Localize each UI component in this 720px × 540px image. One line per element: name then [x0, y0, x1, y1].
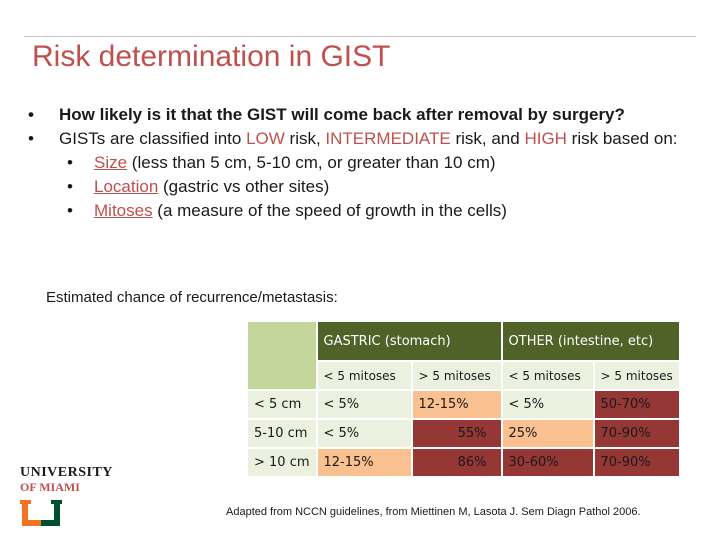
slide-title: Risk determination in GIST: [32, 40, 391, 73]
university-logo: UNIVERSITY OF MIAMI: [20, 465, 113, 531]
risk-low-label: LOW: [246, 129, 285, 148]
location-description: (gastric vs other sites): [158, 177, 330, 196]
logo-line-university: UNIVERSITY: [20, 465, 113, 480]
mitoses-link[interactable]: Mitoses: [94, 201, 153, 220]
bullet-list: • How likely is it that the GIST will com…: [28, 103, 688, 223]
risk-high-label: HIGH: [524, 129, 567, 148]
classification-text-1: GISTs are classified into: [59, 129, 247, 148]
table-header-row: GASTRIC (stomach) OTHER (intestine, etc): [246, 320, 681, 391]
size-link[interactable]: Size: [94, 153, 128, 172]
table-row: > 10 cm 12-15% 86% 30-60% 70-90%: [246, 447, 681, 478]
subheader-gastric-low-mitoses: < 5 mitoses: [315, 360, 413, 391]
table-cell: 70-90%: [592, 418, 681, 449]
classification-text-3: risk, and: [450, 129, 525, 148]
source-citation: Adapted from NCCN guidelines, from Miett…: [226, 506, 641, 518]
table-cell: 86%: [410, 447, 503, 478]
bullet-dot: •: [67, 201, 73, 220]
table-cell: 55%: [410, 418, 503, 449]
sub-bullet-size: • Size (less than 5 cm, 5-10 cm, or great…: [28, 151, 688, 175]
risk-intermediate-label: INTERMEDIATE: [325, 129, 451, 148]
table-cell: 70-90%: [592, 447, 681, 478]
bullet-classification: • GISTs are classified into LOW risk, INT…: [28, 127, 688, 151]
table-row: 5-10 cm < 5% 55% 25% 70-90%: [246, 418, 681, 449]
table-subheader-row: < 5 mitoses > 5 mitoses < 5 mitoses > 5 …: [247, 360, 681, 391]
bullet-dot: •: [67, 153, 73, 172]
table-cell: < 5%: [315, 389, 413, 420]
size-description: (less than 5 cm, 5-10 cm, or greater tha…: [127, 153, 496, 172]
bullet-dot: •: [28, 105, 34, 124]
u-logo-icon: [20, 500, 62, 526]
mitoses-description: (a measure of the speed of growth in the…: [152, 201, 507, 220]
table-cell: 50-70%: [592, 389, 681, 420]
table-cell: < 5%: [315, 418, 413, 449]
classification-text-2: risk,: [284, 129, 326, 148]
table-cell: 30-60%: [500, 447, 595, 478]
bullet-dot: •: [28, 129, 34, 148]
table-caption: Estimated chance of recurrence/metastasi…: [46, 289, 338, 306]
other-header: OTHER (intestine, etc): [500, 320, 681, 362]
table-cell: < 5%: [500, 389, 595, 420]
table-row: < 5 cm < 5% 12-15% < 5% 50-70%: [246, 389, 681, 420]
bullet-question-text: How likely is it that the GIST will come…: [59, 105, 625, 124]
classification-text-4: risk based on:: [566, 129, 678, 148]
subheader-gastric-high-mitoses: > 5 mitoses: [410, 360, 503, 391]
row-label-size-medium: 5-10 cm: [246, 418, 318, 449]
bullet-dot: •: [67, 177, 73, 196]
row-label-size-small: < 5 cm: [246, 389, 318, 420]
bullet-question: • How likely is it that the GIST will com…: [28, 103, 688, 127]
location-link[interactable]: Location: [94, 177, 159, 196]
sub-bullet-location: • Location (gastric vs other sites): [28, 175, 688, 199]
risk-table: GASTRIC (stomach) OTHER (intestine, etc)…: [246, 320, 681, 478]
subheader-other-low-mitoses: < 5 mitoses: [500, 360, 595, 391]
gastric-header: GASTRIC (stomach): [315, 320, 503, 362]
table-cell: 25%: [500, 418, 595, 449]
table-cell: 12-15%: [410, 389, 503, 420]
sub-bullet-mitoses: • Mitoses (a measure of the speed of grow…: [28, 199, 688, 223]
subheader-other-high-mitoses: > 5 mitoses: [592, 360, 681, 391]
logo-line-miami: OF MIAMI: [20, 480, 80, 494]
table-corner-cell: [246, 320, 318, 391]
row-label-size-large: > 10 cm: [246, 447, 318, 478]
table-cell: 12-15%: [315, 447, 413, 478]
title-rule: [24, 36, 696, 37]
